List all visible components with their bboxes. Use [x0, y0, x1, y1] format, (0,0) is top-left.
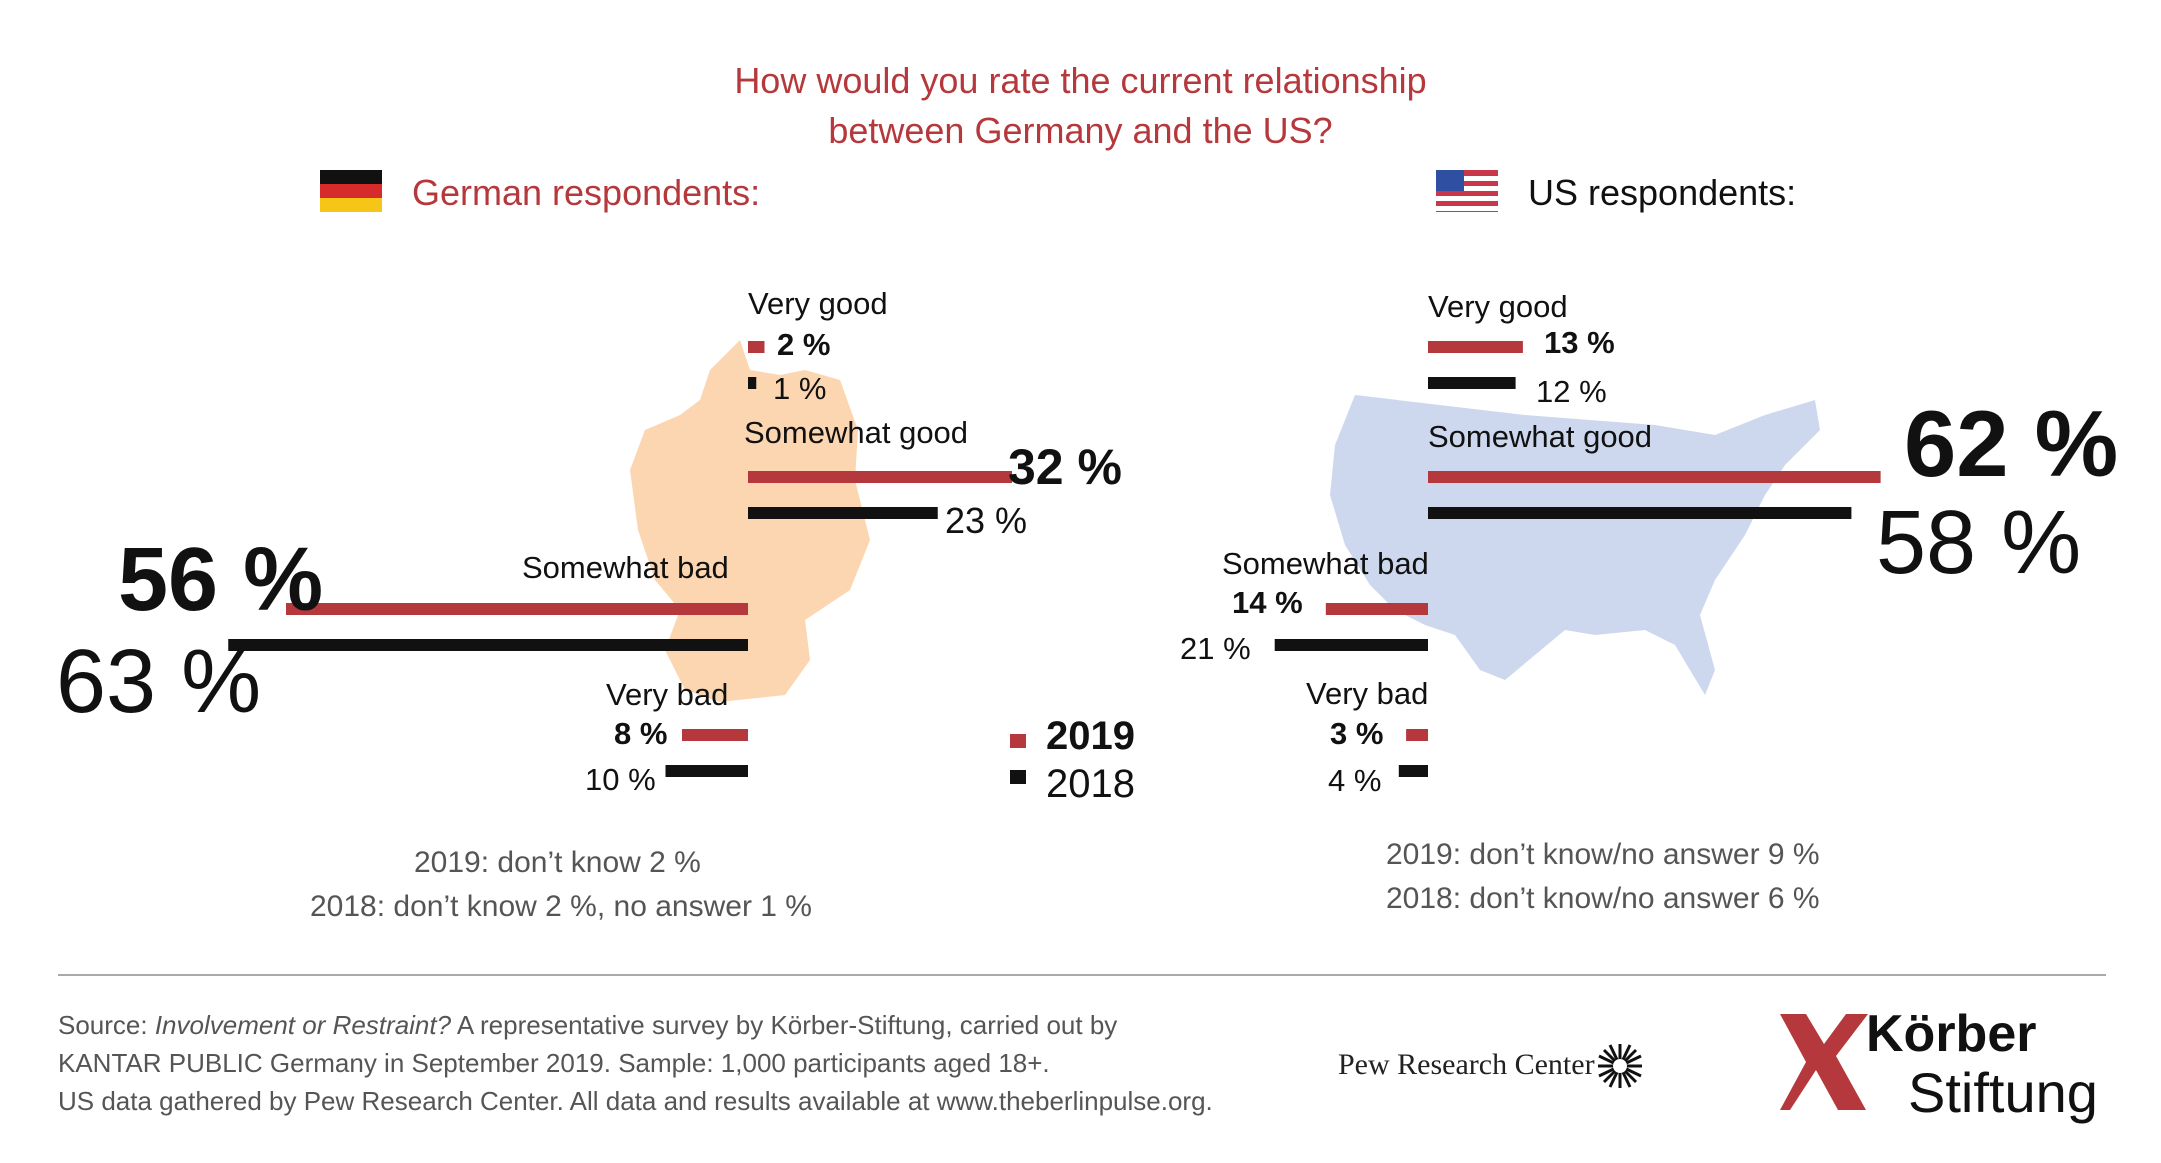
us-bar-2019-somewhat-good	[1428, 471, 1881, 483]
us-flag-icon	[1436, 170, 1498, 212]
us-2019-very-good-label: 13 %	[1544, 325, 1615, 360]
us-bar-2018-very-bad	[1398, 765, 1428, 777]
legend-2019-swatch	[1010, 734, 1026, 748]
de-bar-2018-somewhat-bad	[228, 639, 748, 651]
us-category-somewhat-bad: Somewhat bad	[1222, 546, 1429, 581]
legend-2018-swatch	[1010, 770, 1026, 784]
de-bar-2019-very-good	[748, 341, 765, 353]
de-bar-2019-somewhat-good	[748, 471, 1012, 483]
de-category-somewhat-good: Somewhat good	[744, 415, 969, 450]
de-2019-very-good-label: 2 %	[777, 327, 831, 362]
de-note-2018: 2018: don’t know 2 %, no answer 1 %	[310, 890, 812, 923]
de-bar-2019-very-bad	[682, 729, 748, 741]
legend-2018-label: 2018	[1046, 762, 1135, 806]
us-category-very-good: Very good	[1428, 289, 1568, 324]
de-note-2019: 2019: don’t know 2 %	[414, 846, 701, 879]
footer-divider	[58, 974, 2106, 976]
us-2019-somewhat-bad-label: 14 %	[1232, 585, 1303, 620]
source-line-3: US data gathered by Pew Research Center.…	[58, 1086, 1213, 1116]
de-bar-2018-very-bad	[665, 765, 748, 777]
us-2018-somewhat-bad-label: 21 %	[1180, 631, 1251, 666]
koerber-logo-text: Körber	[1866, 1005, 2037, 1063]
pew-logo-text: Pew Research Center	[1338, 1048, 1595, 1081]
de-category-very-good: Very good	[748, 286, 888, 321]
de-bar-2018-somewhat-good	[748, 507, 938, 519]
us-2018-very-good-label: 12 %	[1536, 374, 1607, 409]
germany-flag-icon	[320, 170, 382, 212]
us-category-very-bad: Very bad	[1306, 676, 1429, 711]
us-bar-2019-somewhat-bad	[1325, 603, 1428, 615]
source-line-2: KANTAR PUBLIC Germany in September 2019.…	[58, 1048, 1050, 1078]
germany-chart	[228, 341, 1012, 777]
chart-title-line-2: between Germany and the US?	[828, 110, 1333, 151]
de-2019-very-bad-label: 8 %	[614, 716, 668, 751]
us-2019-very-bad-label: 3 %	[1330, 716, 1384, 751]
legend-2019-label: 2019	[1046, 714, 1135, 758]
de-2018-somewhat-bad-label: 63 %	[56, 632, 262, 732]
us-respondents-label: US respondents:	[1528, 172, 1797, 213]
us-2018-somewhat-good-label: 58 %	[1876, 493, 2082, 593]
de-2018-somewhat-good-label: 23 %	[945, 500, 1028, 541]
us-2019-somewhat-good-label: 62 %	[1904, 391, 2119, 496]
de-category-somewhat-bad: Somewhat bad	[522, 550, 729, 585]
us-chart	[1274, 341, 1881, 777]
de-bar-2019-somewhat-bad	[286, 603, 748, 615]
pew-sunburst-icon	[1598, 1044, 1642, 1088]
de-category-very-bad: Very bad	[606, 677, 729, 712]
stiftung-logo-text: Stiftung	[1908, 1061, 2098, 1124]
source-study-title: Involvement or Restraint?	[154, 1010, 452, 1040]
de-2018-very-good-label: 1 %	[773, 371, 827, 406]
us-note-2018: 2018: don’t know/no answer 6 %	[1386, 882, 1820, 915]
us-note-2019: 2019: don’t know/no answer 9 %	[1386, 838, 1820, 871]
us-2018-very-bad-label: 4 %	[1328, 763, 1382, 798]
us-bar-2018-very-good	[1428, 377, 1516, 389]
chart-title-line-1: How would you rate the current relations…	[734, 60, 1427, 101]
us-bar-2018-somewhat-good	[1428, 507, 1852, 519]
us-category-somewhat-good: Somewhat good	[1428, 419, 1653, 454]
koerber-logo-icon	[1780, 1014, 1868, 1110]
de-2019-somewhat-good-label: 32 %	[1008, 439, 1122, 495]
de-bar-2018-very-good	[748, 377, 757, 389]
de-2019-somewhat-bad-label: 56 %	[118, 530, 324, 630]
de-2018-very-bad-label: 10 %	[585, 762, 656, 797]
us-bar-2019-very-bad	[1406, 729, 1428, 741]
german-respondents-label: German respondents:	[412, 172, 761, 213]
source-line-1: Source: Involvement or Restraint? A repr…	[58, 1010, 1118, 1040]
us-bar-2018-somewhat-bad	[1274, 639, 1428, 651]
us-bar-2019-very-good	[1428, 341, 1523, 353]
us-map-shape	[1330, 395, 1820, 695]
